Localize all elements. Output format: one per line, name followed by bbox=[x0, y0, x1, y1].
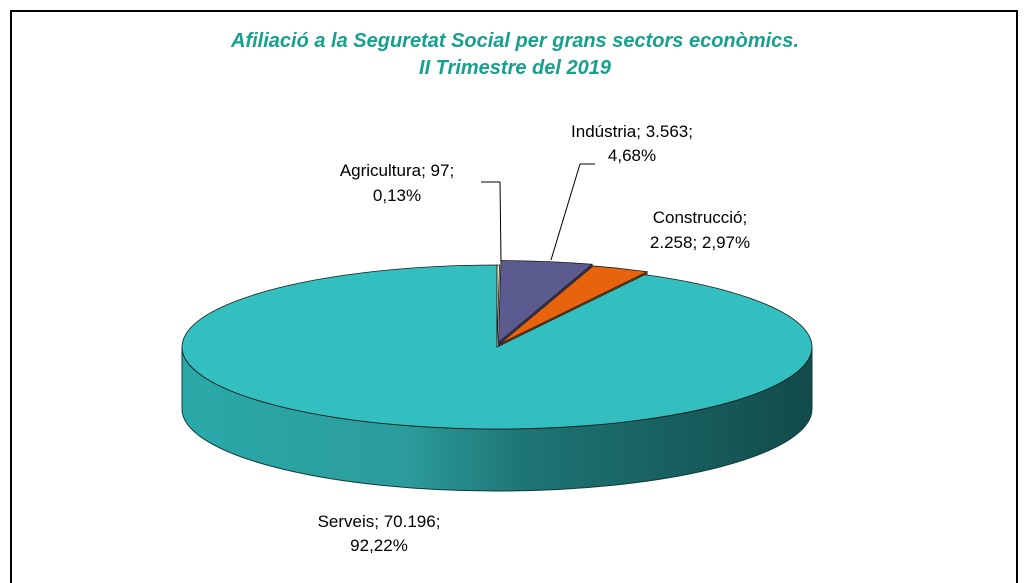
percentage-label: 92,22% bbox=[350, 536, 408, 555]
separator: ; bbox=[692, 233, 701, 252]
category: Serveis bbox=[318, 512, 375, 531]
separator: ; bbox=[449, 161, 454, 180]
leader-line bbox=[499, 181, 502, 263]
category: Construcció bbox=[653, 208, 743, 227]
chart-subtitle: II Trimestre del 2019 bbox=[419, 57, 612, 79]
data-label: 0,13% bbox=[373, 186, 421, 205]
separator: ; bbox=[436, 512, 441, 531]
category: Indústria bbox=[571, 122, 637, 141]
pie bbox=[181, 260, 813, 492]
value-label: 2.258 bbox=[650, 233, 693, 252]
percentage-label: 4,68% bbox=[608, 146, 656, 165]
data-label: Agricultura; 97; bbox=[340, 161, 454, 180]
separator: ; bbox=[688, 122, 693, 141]
slice bbox=[499, 265, 649, 345]
separator: ; bbox=[743, 208, 748, 227]
slice bbox=[496, 264, 500, 348]
data-label: Indústria; 3.563; bbox=[571, 122, 693, 141]
chart-title: Afiliació a la Seguretat Social per gran… bbox=[230, 30, 799, 52]
percentage-label: 2,97% bbox=[702, 233, 750, 252]
value-label: 97 bbox=[431, 161, 450, 180]
category: Agricultura bbox=[340, 161, 422, 180]
labels: Agricultura; 97; 0,13%Indústria; 3.563; … bbox=[318, 122, 751, 555]
data-label: 2.258; 2,97% bbox=[650, 233, 750, 252]
data-label: 4,68% bbox=[608, 146, 656, 165]
separator: ; bbox=[636, 122, 645, 141]
separator: ; bbox=[421, 161, 430, 180]
data-label: Construcció; bbox=[653, 208, 748, 227]
leader-line bbox=[550, 163, 581, 261]
data-label: 92,22% bbox=[350, 536, 408, 555]
separator: ; bbox=[374, 512, 383, 531]
value-label: 3.563 bbox=[646, 122, 689, 141]
percentage-label: 0,13% bbox=[373, 186, 421, 205]
data-label: Serveis; 70.196; bbox=[318, 512, 441, 531]
value-label: 70.196 bbox=[384, 512, 436, 531]
